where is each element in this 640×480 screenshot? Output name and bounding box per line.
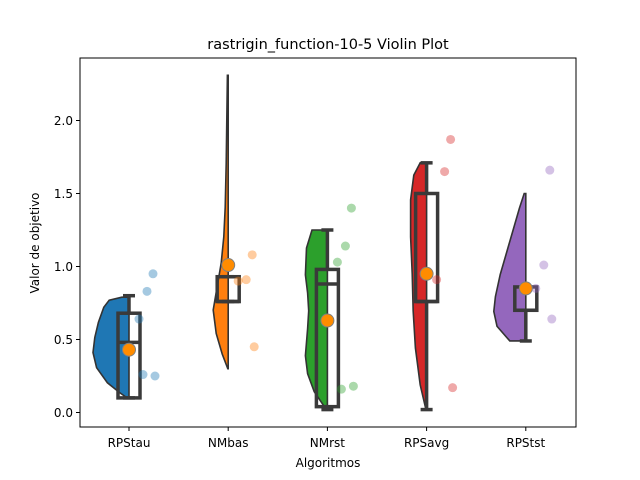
- y-tick-label: 2.0: [54, 114, 73, 128]
- y-tick-label: 0.5: [54, 333, 73, 347]
- data-point: [448, 383, 458, 393]
- data-point: [134, 314, 144, 324]
- x-tick-label: NMbas: [208, 436, 249, 450]
- data-point: [148, 269, 158, 279]
- data-point: [432, 275, 442, 285]
- series-NMrst: [304, 203, 358, 412]
- data-point: [233, 276, 243, 286]
- plot-content: [92, 74, 557, 412]
- mean-marker: [221, 258, 236, 273]
- data-point: [247, 250, 257, 260]
- data-point: [531, 283, 541, 293]
- mean-marker: [122, 342, 136, 357]
- y-tick-label: 1.5: [54, 187, 73, 201]
- y-tick-label: 1.0: [54, 260, 73, 274]
- plot-frame: [79, 57, 577, 428]
- y-axis-title: Valor de objetivo: [28, 192, 42, 293]
- chart-title: rastrigin_function-10-5 Violin Plot: [207, 37, 449, 53]
- series-NMbas: [212, 74, 259, 370]
- y-axis: 0.0 0.5 1.0 1.5 2.0: [54, 114, 80, 420]
- data-point: [348, 381, 358, 391]
- data-point: [547, 314, 557, 324]
- mean-marker: [518, 281, 533, 296]
- data-point: [150, 371, 160, 381]
- data-point: [332, 257, 342, 267]
- x-tick-label: RPSavg: [404, 436, 449, 450]
- data-point: [446, 134, 456, 144]
- violin-body: [92, 296, 130, 399]
- data-point: [545, 165, 555, 175]
- series-RPStau: [92, 269, 160, 400]
- y-tick-label: 0.0: [54, 406, 73, 420]
- data-point: [440, 167, 450, 177]
- x-tick-label: RPStst: [506, 436, 545, 450]
- data-point: [142, 286, 152, 296]
- data-point: [340, 241, 350, 251]
- x-axis: RPStau NMbas NMrst RPSavg RPStst: [108, 427, 546, 450]
- data-point: [241, 275, 251, 285]
- series-RPSavg: [409, 134, 458, 412]
- data-point: [138, 370, 148, 380]
- violin-body: [492, 192, 527, 342]
- series-RPStst: [492, 165, 557, 343]
- mean-marker: [419, 266, 434, 281]
- mean-marker: [320, 313, 335, 328]
- data-point: [346, 203, 356, 213]
- box-iqr: [314, 267, 341, 409]
- data-point: [336, 384, 346, 394]
- data-point: [539, 260, 549, 270]
- x-tick-label: RPStau: [108, 436, 151, 450]
- box-iqr: [116, 311, 142, 400]
- x-tick-label: NMrst: [310, 436, 346, 450]
- data-point: [249, 342, 259, 352]
- x-axis-title: Algoritmos: [296, 456, 361, 470]
